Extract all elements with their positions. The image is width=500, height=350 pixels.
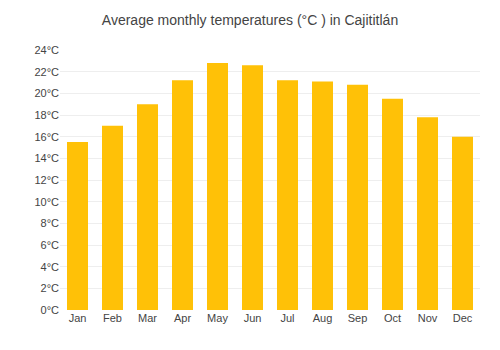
svg-text:8°C: 8°C	[41, 217, 60, 229]
svg-text:0°C: 0°C	[41, 304, 60, 316]
svg-text:16°C: 16°C	[34, 131, 59, 143]
svg-text:4°C: 4°C	[41, 261, 60, 273]
svg-text:Nov: Nov	[418, 312, 438, 324]
svg-text:2°C: 2°C	[41, 282, 60, 294]
svg-text:Feb: Feb	[103, 312, 122, 324]
svg-text:18°C: 18°C	[34, 109, 59, 121]
svg-text:Oct: Oct	[384, 312, 401, 324]
svg-text:Average monthly temperatures (: Average monthly temperatures (°C ) in Ca…	[102, 12, 398, 28]
svg-text:Mar: Mar	[138, 312, 157, 324]
svg-text:Aug: Aug	[313, 312, 333, 324]
svg-text:22°C: 22°C	[34, 66, 59, 78]
svg-text:12°C: 12°C	[34, 174, 59, 186]
svg-text:24°C: 24°C	[34, 44, 59, 56]
svg-text:May: May	[207, 312, 228, 324]
svg-text:Apr: Apr	[174, 312, 191, 324]
svg-text:14°C: 14°C	[34, 152, 59, 164]
svg-text:6°C: 6°C	[41, 239, 60, 251]
svg-text:Jan: Jan	[69, 312, 87, 324]
svg-text:Dec: Dec	[453, 312, 473, 324]
svg-text:Jul: Jul	[280, 312, 294, 324]
svg-text:Jun: Jun	[244, 312, 262, 324]
svg-text:10°C: 10°C	[34, 196, 59, 208]
svg-text:20°C: 20°C	[34, 87, 59, 99]
svg-text:Sep: Sep	[348, 312, 368, 324]
